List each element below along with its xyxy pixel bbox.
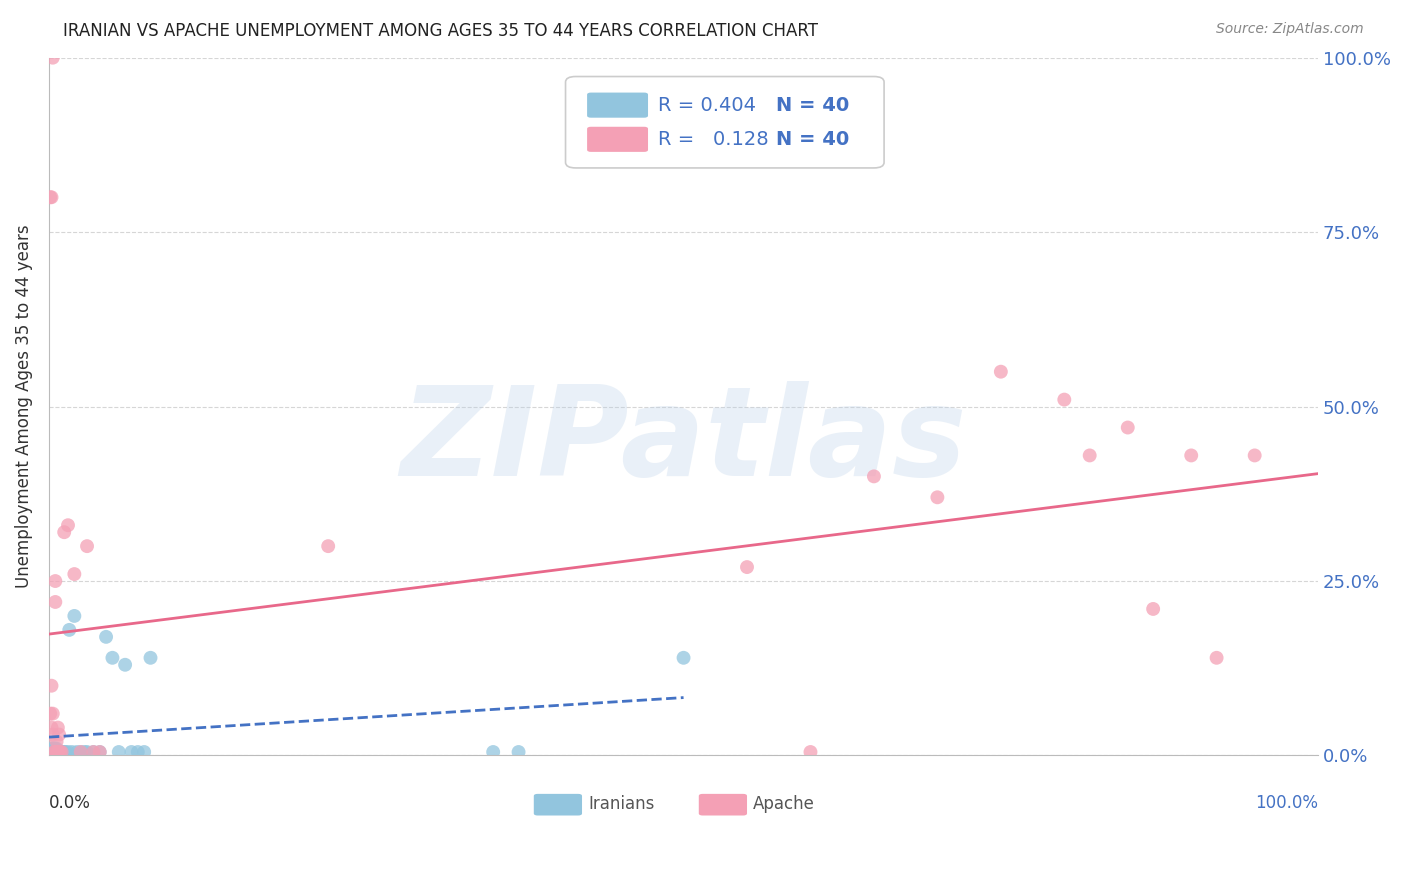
- Point: [101, 650, 124, 665]
- Point: [76, 745, 98, 759]
- Point: [44, 595, 66, 609]
- Point: [1243, 449, 1265, 463]
- Point: [41, 679, 63, 693]
- Point: [41, 741, 63, 756]
- Point: [134, 745, 156, 759]
- Text: Source: ZipAtlas.com: Source: ZipAtlas.com: [1216, 22, 1364, 37]
- Point: [799, 745, 821, 759]
- Point: [927, 491, 949, 505]
- Point: [89, 745, 111, 759]
- Point: [39, 745, 62, 759]
- Point: [89, 745, 111, 759]
- Point: [46, 745, 69, 759]
- Point: [672, 650, 695, 665]
- Point: [44, 745, 66, 759]
- Point: [735, 560, 758, 574]
- Point: [46, 745, 69, 759]
- Point: [69, 745, 91, 759]
- Point: [482, 745, 505, 759]
- Point: [107, 745, 129, 759]
- Point: [42, 745, 65, 759]
- Point: [41, 721, 63, 735]
- Point: [94, 630, 117, 644]
- Point: [1053, 392, 1076, 407]
- Point: [127, 745, 149, 759]
- Point: [42, 727, 65, 741]
- Point: [1116, 420, 1139, 434]
- Point: [48, 745, 70, 759]
- Text: 100.0%: 100.0%: [1256, 794, 1319, 812]
- Point: [53, 745, 76, 759]
- Point: [48, 745, 70, 759]
- Text: R = 0.404: R = 0.404: [658, 95, 756, 115]
- Point: [42, 745, 65, 759]
- Point: [114, 657, 136, 672]
- Point: [66, 745, 89, 759]
- Text: ZIPatlas: ZIPatlas: [401, 381, 967, 502]
- Text: IRANIAN VS APACHE UNEMPLOYMENT AMONG AGES 35 TO 44 YEARS CORRELATION CHART: IRANIAN VS APACHE UNEMPLOYMENT AMONG AGE…: [63, 22, 818, 40]
- Point: [1180, 449, 1202, 463]
- Point: [1205, 650, 1227, 665]
- Point: [82, 745, 104, 759]
- Point: [51, 745, 73, 759]
- Point: [45, 745, 67, 759]
- Point: [39, 706, 62, 721]
- Y-axis label: Unemployment Among Ages 35 to 44 years: Unemployment Among Ages 35 to 44 years: [15, 225, 32, 589]
- Text: N = 40: N = 40: [776, 130, 849, 149]
- Point: [139, 650, 162, 665]
- Point: [56, 745, 79, 759]
- Point: [44, 741, 66, 756]
- Point: [44, 745, 66, 759]
- Point: [56, 518, 79, 533]
- Point: [49, 745, 72, 759]
- FancyBboxPatch shape: [534, 794, 582, 815]
- Point: [63, 609, 86, 624]
- Text: 0.0%: 0.0%: [49, 794, 91, 812]
- Point: [53, 525, 76, 540]
- Text: Iranians: Iranians: [588, 796, 655, 814]
- Text: Apache: Apache: [754, 796, 815, 814]
- Point: [316, 539, 339, 553]
- Point: [60, 745, 83, 759]
- Point: [42, 51, 65, 65]
- Point: [41, 745, 63, 759]
- Point: [45, 745, 67, 759]
- Point: [46, 721, 69, 735]
- Point: [863, 469, 886, 483]
- Point: [55, 745, 77, 759]
- Point: [44, 574, 66, 588]
- Point: [45, 741, 67, 756]
- Point: [46, 745, 69, 759]
- Point: [121, 745, 143, 759]
- Point: [51, 745, 73, 759]
- Point: [42, 706, 65, 721]
- Point: [48, 727, 70, 741]
- Point: [69, 745, 91, 759]
- Point: [990, 365, 1012, 379]
- Point: [41, 190, 63, 204]
- Point: [51, 745, 73, 759]
- Point: [49, 745, 72, 759]
- Point: [39, 190, 62, 204]
- Point: [73, 745, 96, 759]
- Point: [42, 745, 65, 759]
- Point: [42, 741, 65, 756]
- FancyBboxPatch shape: [565, 77, 884, 168]
- Point: [42, 741, 65, 756]
- Point: [508, 745, 530, 759]
- Point: [63, 567, 86, 582]
- Point: [58, 623, 80, 637]
- FancyBboxPatch shape: [588, 93, 648, 118]
- Text: R =   0.128: R = 0.128: [658, 130, 769, 149]
- Point: [45, 734, 67, 748]
- Point: [82, 745, 104, 759]
- Point: [1078, 449, 1101, 463]
- Text: N = 40: N = 40: [776, 95, 849, 115]
- Point: [1142, 602, 1164, 616]
- FancyBboxPatch shape: [588, 127, 648, 152]
- FancyBboxPatch shape: [699, 794, 747, 815]
- Point: [76, 539, 98, 553]
